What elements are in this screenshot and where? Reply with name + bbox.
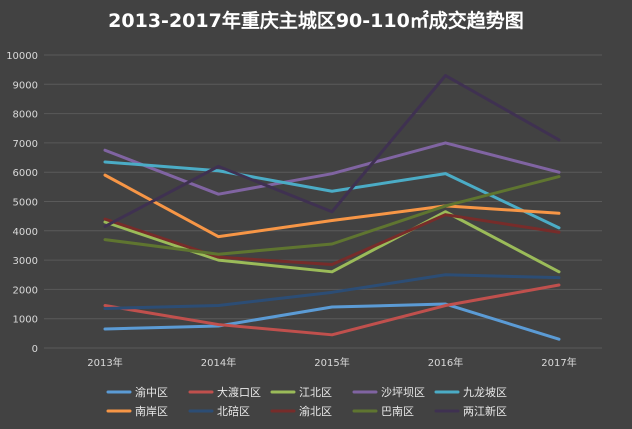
legend-item: 江北区 bbox=[270, 386, 332, 399]
legend-label: 大渡口区 bbox=[217, 385, 261, 399]
x-tick-label: 2015年 bbox=[314, 356, 349, 369]
series-line-5 bbox=[103, 160, 561, 230]
legend-label: 南岸区 bbox=[135, 405, 168, 418]
x-axis-ticks: 2013年 2014年 2015年 2016年 2017年 bbox=[87, 356, 576, 369]
legend-item: 九龙坡区 bbox=[434, 386, 507, 399]
legend-label: 渝中区 bbox=[135, 385, 168, 399]
series-line-9 bbox=[103, 175, 561, 256]
y-tick-label: 8000 bbox=[13, 110, 38, 121]
y-tick-label: 7000 bbox=[13, 139, 38, 150]
legend-item: 渝北区 bbox=[270, 404, 332, 418]
chart-title: 2013-2017年重庆主城区90-110㎡成交趋势图 bbox=[108, 9, 524, 32]
y-tick-label: 10000 bbox=[6, 51, 38, 62]
series-line-7 bbox=[103, 273, 561, 310]
y-tick-label: 5000 bbox=[13, 198, 38, 209]
y-tick-label: 4000 bbox=[13, 227, 38, 238]
legend-label: 九龙坡区 bbox=[463, 386, 507, 399]
series-lines bbox=[103, 74, 561, 341]
y-tick-label: 2000 bbox=[13, 285, 38, 296]
legend-item: 大渡口区 bbox=[188, 385, 261, 399]
legend-item: 巴南区 bbox=[352, 405, 414, 418]
series-line-4 bbox=[103, 141, 561, 196]
series-line-8 bbox=[103, 213, 561, 266]
y-tick-label: 3000 bbox=[13, 256, 38, 267]
legend-item: 渝中区 bbox=[106, 385, 168, 399]
legend-item: 北碚区 bbox=[188, 404, 250, 418]
x-tick-label: 2014年 bbox=[201, 356, 236, 369]
y-axis-ticks: 0 1000 2000 3000 4000 5000 6000 7000 8000 9000 100… bbox=[6, 51, 38, 355]
x-tick-label: 2017年 bbox=[541, 356, 576, 369]
legend-label: 沙坪坝区 bbox=[381, 385, 425, 399]
series-line-10 bbox=[103, 74, 561, 228]
series-line-2 bbox=[103, 283, 561, 337]
legend-label: 江北区 bbox=[299, 386, 332, 399]
y-tick-label: 6000 bbox=[13, 168, 38, 179]
x-tick-label: 2016年 bbox=[428, 356, 463, 369]
y-tick-label: 1000 bbox=[13, 315, 38, 326]
legend-item: 两江新区 bbox=[434, 404, 507, 418]
legend-item: 沙坪坝区 bbox=[352, 385, 425, 399]
legend-label: 巴南区 bbox=[381, 405, 414, 418]
legend-label: 渝北区 bbox=[299, 404, 332, 418]
gridlines bbox=[44, 54, 602, 349]
y-tick-label: 9000 bbox=[13, 80, 38, 91]
legend-label: 北碚区 bbox=[217, 404, 250, 418]
y-tick-label: 0 bbox=[32, 344, 38, 355]
x-tick-label: 2013年 bbox=[87, 356, 122, 369]
series-line-1 bbox=[103, 302, 561, 341]
legend-item: 南岸区 bbox=[106, 405, 168, 418]
series-line-6 bbox=[103, 173, 561, 239]
legend-label: 两江新区 bbox=[463, 404, 507, 418]
series-line-3 bbox=[103, 210, 561, 274]
